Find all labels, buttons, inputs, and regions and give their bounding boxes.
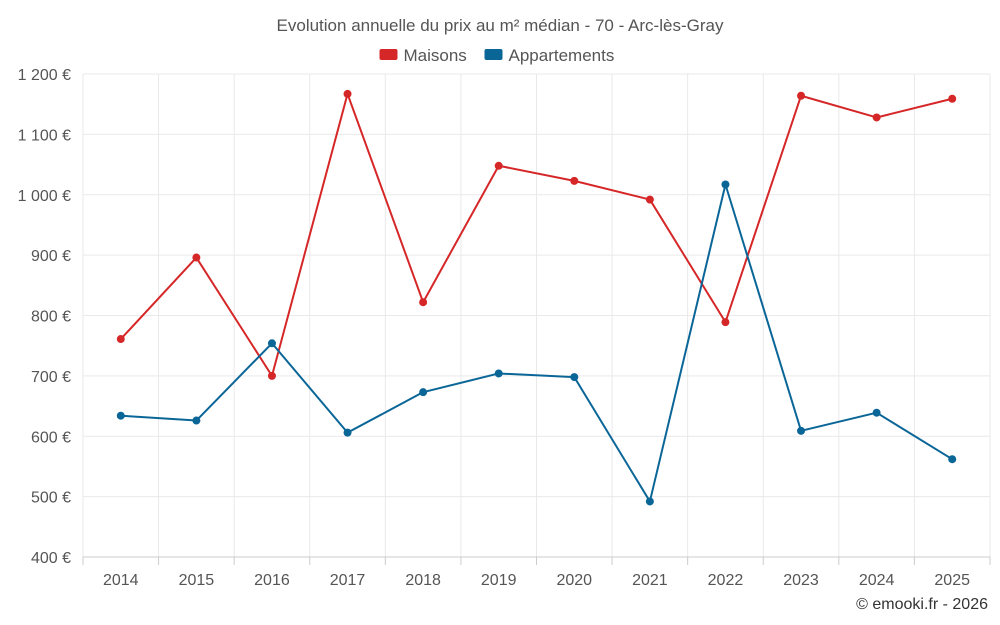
y-tick-label: 500 € [31,490,71,507]
y-tick-label: 600 € [31,429,71,446]
legend-swatch [379,49,398,60]
series-appartements [116,180,957,506]
legend-label: Appartements [509,46,615,65]
x-tick-label: 2025 [934,572,970,589]
data-point[interactable] [872,408,881,417]
data-point[interactable] [721,318,730,327]
series-group [116,89,957,506]
y-tick-label: 1 200 € [18,67,71,84]
legend-label: Maisons [404,46,467,65]
x-tick-label: 2016 [254,572,290,589]
y-axis: 400 € 500 € 600 € 700 € 800 € 900 € 1 000 € 1 1… [18,67,71,567]
data-point[interactable] [948,455,957,464]
data-point[interactable] [343,428,352,437]
x-tick-label: 2023 [783,572,819,589]
data-point[interactable] [116,411,125,420]
data-point[interactable] [267,339,276,348]
data-point[interactable] [343,89,352,98]
data-point[interactable] [948,94,957,103]
data-point[interactable] [116,335,125,344]
data-point[interactable] [797,91,806,100]
series-line [120,183,953,503]
legend-item-maisons[interactable]: Maisons [379,46,467,65]
data-point[interactable] [570,373,579,382]
legend-item-appartements[interactable]: Appartements [484,46,615,65]
chart-title: Evolution annuelle du prix au m² médian … [277,16,724,35]
x-tick-label: 2019 [481,572,517,589]
data-point[interactable] [721,180,730,189]
data-point[interactable] [267,371,276,380]
x-tick-label: 2015 [179,572,215,589]
legend-swatch [484,49,503,60]
y-tick-label: 900 € [31,248,71,265]
data-point[interactable] [645,497,654,506]
y-tick-label: 1 100 € [18,127,71,144]
x-tick-label: 2018 [405,572,441,589]
x-tick-label: 2017 [330,572,366,589]
x-tick-label: 2020 [556,572,592,589]
y-tick-label: 1 000 € [18,188,71,205]
data-point[interactable] [419,298,428,307]
data-point[interactable] [494,369,503,378]
y-tick-label: 800 € [31,309,71,326]
y-tick-label: 400 € [31,550,71,567]
x-tick-label: 2024 [859,572,895,589]
data-point[interactable] [494,161,503,170]
data-point[interactable] [872,113,881,122]
data-point[interactable] [419,388,428,397]
x-tick-label: 2022 [708,572,744,589]
data-point[interactable] [570,176,579,185]
x-tick-label: 2014 [103,572,139,589]
data-point[interactable] [797,426,806,435]
data-point[interactable] [192,253,201,262]
data-point[interactable] [645,195,654,204]
y-tick-label: 700 € [31,369,71,386]
credit-text: © emooki.fr - 2026 [856,596,988,613]
x-tick-label: 2021 [632,572,668,589]
x-axis: 2014 2015 2016 2017 2018 2019 2020 2021 2022 2023… [82,556,991,589]
data-point[interactable] [192,416,201,425]
grid [82,73,991,558]
legend: Maisons Appartements [379,46,615,65]
